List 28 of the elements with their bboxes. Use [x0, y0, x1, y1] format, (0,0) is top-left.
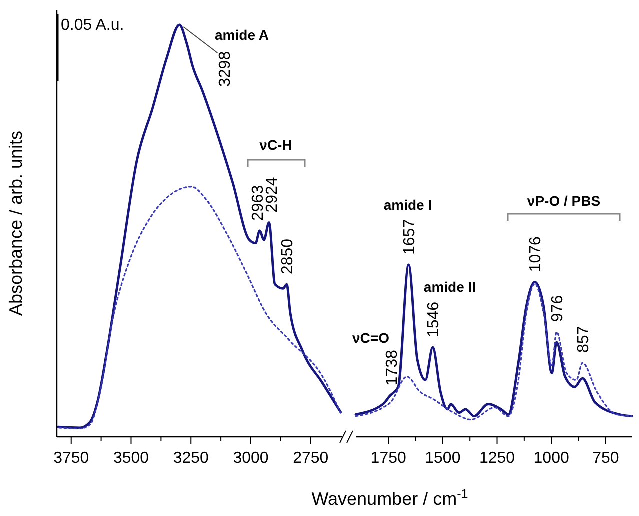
x-tick-label: 3750 — [54, 450, 90, 467]
y-axis-title: Absorbance / arb. units — [6, 130, 26, 316]
x-tick-label: 3000 — [233, 450, 269, 467]
annotation: 1546 — [426, 302, 443, 338]
annotation: 1076 — [528, 236, 545, 272]
annotation: 2924 — [264, 177, 282, 213]
x-tick-label: 1250 — [479, 450, 516, 467]
annotation: 3298 — [217, 51, 234, 87]
x-tick-label: 750 — [592, 450, 620, 467]
x-tick-label: 3250 — [173, 450, 210, 467]
x-tick-label: 1000 — [534, 450, 570, 467]
annotation: 0.05 A.u. — [61, 17, 124, 34]
x-tick-label: 1750 — [370, 450, 406, 467]
annotation: 1738 — [384, 350, 401, 386]
annotation: amide A — [215, 27, 269, 43]
x-tick-label: 3500 — [113, 450, 150, 467]
annotation: 976 — [549, 295, 566, 322]
annotation: νC=O — [352, 330, 390, 346]
x-axis-title: Wavenumber / cm$^{-1}$ — [312, 487, 468, 509]
annotation: 857 — [575, 326, 592, 354]
text: νP-O / PBS — [527, 193, 601, 209]
x-tick-label: 2750 — [293, 450, 329, 467]
annotation: amide II — [424, 279, 476, 295]
annotation: 2850 — [280, 238, 297, 275]
x-tick-label: 1500 — [425, 450, 461, 467]
text: amide I — [384, 197, 432, 213]
annotation: νC-H — [260, 137, 292, 153]
annotation: 1657 — [401, 219, 418, 255]
